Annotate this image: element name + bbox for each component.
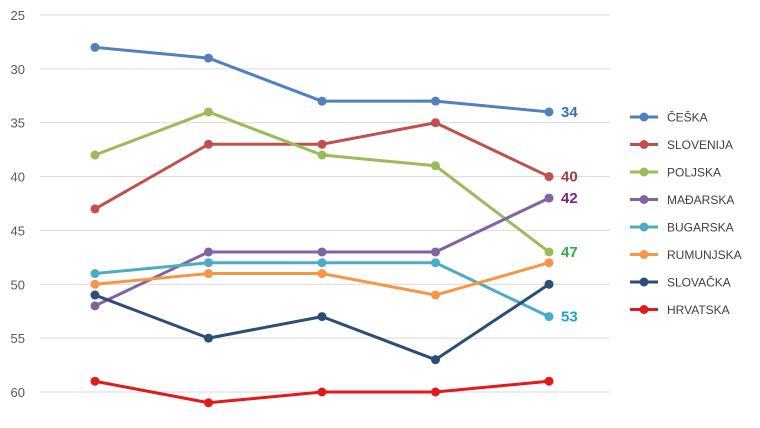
data-point (544, 107, 554, 117)
series-0 (90, 42, 554, 117)
data-point (204, 398, 213, 408)
data-point (90, 279, 100, 289)
legend-label: SLOVAČKA (667, 275, 731, 290)
data-point (431, 96, 440, 106)
series-4 (90, 258, 554, 322)
end-labels: 34 40 47 42 53 (561, 104, 578, 326)
end-value-label: 34 (561, 104, 578, 121)
legend-label: BUGARSKA (667, 221, 734, 235)
legend-marker-icon (639, 167, 649, 177)
data-point (204, 258, 213, 268)
data-point (90, 269, 100, 279)
series-3 (90, 193, 554, 311)
legend-label: HRVATSKA (667, 303, 730, 317)
data-point (90, 290, 100, 300)
data-point (90, 150, 100, 160)
series-6 (90, 279, 554, 365)
end-value-label: 53 (561, 309, 578, 326)
legend-marker-icon (639, 222, 649, 232)
data-point (90, 42, 100, 52)
data-point (317, 247, 327, 257)
series-5 (90, 258, 554, 300)
legend-item: SLOVAČKA (630, 275, 731, 290)
data-point (90, 376, 100, 386)
data-point (431, 290, 440, 300)
data-point (90, 301, 100, 311)
data-point (204, 107, 213, 117)
data-point (431, 258, 440, 268)
data-point (431, 161, 440, 171)
y-tick-label: 45 (11, 223, 25, 238)
data-point (317, 150, 327, 160)
legend-item: RUMUNJSKA (630, 248, 742, 262)
data-point (90, 204, 100, 214)
legend-marker-icon (639, 140, 649, 149)
series-line (93, 282, 551, 362)
data-point (204, 333, 213, 343)
legend-item: POLJSKA (630, 166, 721, 180)
data-point (317, 258, 327, 268)
legend-label: MAĐARSKA (667, 193, 734, 207)
data-point (204, 139, 213, 149)
data-point (544, 172, 554, 182)
data-point (431, 355, 440, 365)
legend-item: MAĐARSKA (630, 193, 734, 207)
end-value-label: 47 (561, 244, 578, 261)
legend-label: SLOVENIJA (667, 138, 733, 152)
end-value-label: 40 (561, 169, 578, 186)
end-value-label: 42 (561, 190, 578, 207)
data-point (317, 139, 327, 149)
legend-item: ČEŠKA (630, 110, 708, 125)
y-tick-label: 60 (11, 385, 25, 400)
legend-label: RUMUNJSKA (667, 248, 742, 262)
data-point (431, 118, 440, 128)
y-tick-label: 25 (11, 8, 25, 23)
series-line (93, 121, 551, 211)
gridlines (40, 14, 610, 393)
data-point (204, 247, 213, 257)
data-point (544, 247, 554, 257)
legend-item: BUGARSKA (630, 221, 734, 235)
legend-label: ČEŠKA (667, 110, 708, 125)
data-point (204, 269, 213, 279)
data-point (544, 376, 554, 386)
legend-item: HRVATSKA (630, 303, 730, 317)
data-point (544, 279, 554, 289)
series-1 (90, 118, 554, 214)
data-point (317, 96, 327, 106)
data-point (317, 312, 327, 322)
series-7 (90, 376, 554, 408)
series-lines (90, 42, 554, 408)
data-point (317, 387, 327, 397)
y-axis-ticks: 25 30 35 40 45 50 55 60 (11, 8, 25, 400)
legend-marker-icon (639, 195, 649, 204)
legend-item: SLOVENIJA (630, 138, 733, 152)
legend-marker-icon (639, 112, 649, 122)
y-tick-label: 30 (11, 62, 25, 77)
y-tick-label: 35 (11, 116, 25, 131)
series-2 (90, 107, 554, 257)
y-tick-label: 55 (11, 331, 25, 346)
data-point (204, 53, 213, 63)
data-point (544, 193, 554, 203)
y-tick-label: 40 (11, 170, 25, 185)
y-tick-label: 50 (11, 277, 25, 292)
data-point (431, 247, 440, 257)
legend: ČEŠKA SLOVENIJA POLJSKA MAĐARSKA BUGARSKA RUM… (630, 110, 742, 317)
legend-marker-icon (639, 305, 649, 314)
data-point (431, 387, 440, 397)
data-point (544, 312, 554, 322)
data-point (544, 258, 554, 268)
legend-marker-icon (639, 250, 649, 259)
legend-marker-icon (639, 277, 649, 287)
legend-label: POLJSKA (667, 166, 721, 180)
data-point (317, 269, 327, 279)
